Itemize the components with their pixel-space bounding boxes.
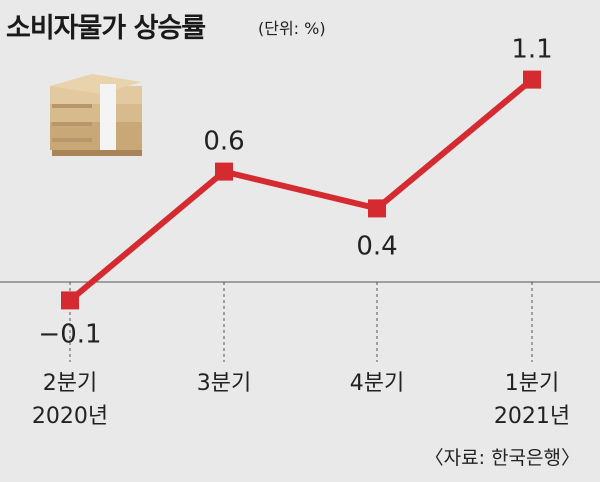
unit-label: (단위: %) <box>258 19 326 38</box>
source-note: 〈자료: 한국은행〉 <box>424 447 580 469</box>
data-label: 0.4 <box>356 231 397 261</box>
x-tick-label: 2021년 <box>494 404 570 429</box>
x-tick-label: 2분기 <box>43 371 97 396</box>
money-stack-icon <box>50 74 142 156</box>
series-line <box>68 77 534 303</box>
chart-title: 소비자물가 상승률 <box>6 13 206 44</box>
data-label: −0.1 <box>38 319 101 349</box>
x-tick-label: 4분기 <box>350 371 404 396</box>
data-point <box>61 291 79 310</box>
x-tick-label: 1분기 <box>505 371 559 396</box>
x-tick-label: 2020년 <box>32 404 108 429</box>
data-point <box>523 70 541 89</box>
data-point <box>215 162 233 181</box>
data-label: 1.1 <box>511 35 552 65</box>
data-label: 0.6 <box>203 127 244 157</box>
x-tick-label: 3분기 <box>197 371 251 396</box>
data-point <box>368 199 386 218</box>
